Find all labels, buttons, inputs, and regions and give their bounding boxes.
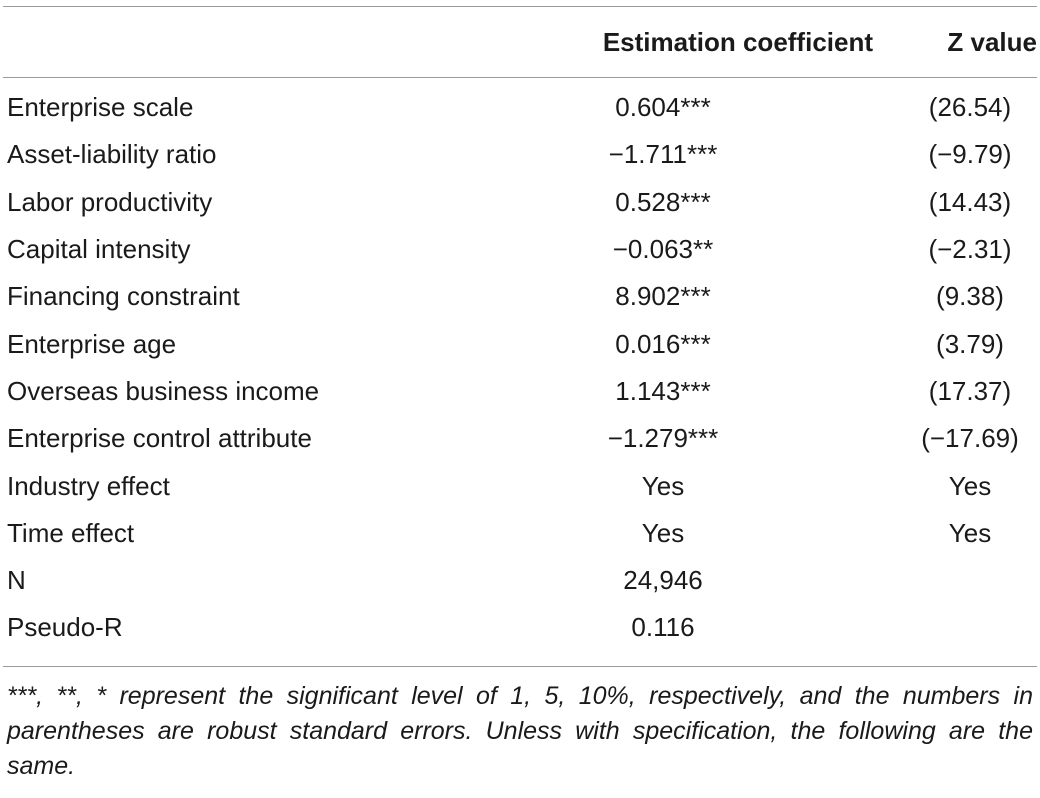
header-variable (3, 7, 483, 77)
z-value-cell: (3.79) (936, 328, 1004, 359)
regression-table: Estimation coefficient Z value (3, 7, 1037, 77)
coefficient-cell: −1.711*** (483, 131, 903, 178)
coefficient-value: 24,946 (623, 565, 703, 596)
coefficient-cell: −0.063** (483, 226, 903, 273)
table-row: Capital intensity −0.063** (−2.31) (3, 226, 1037, 273)
variable-cell: Financing constraint (7, 281, 240, 312)
coefficient-cell: 0.116 (483, 604, 903, 651)
table-row: Financing constraint 8.902*** (9.38) (3, 273, 1037, 320)
z-value-cell: (26.54) (928, 92, 1012, 123)
z-value-cell: (−2.31) (928, 234, 1012, 265)
coefficient-value: 8.902*** (615, 281, 711, 312)
z-value-cell: (14.43) (928, 186, 1012, 217)
coefficient-cell: Yes (483, 510, 903, 557)
variable-cell: Industry effect (7, 470, 170, 501)
variable-cell: Capital intensity (7, 234, 191, 265)
variable-cell: Labor productivity (7, 186, 213, 217)
table-row: Asset-liability ratio −1.711*** (−9.79) (3, 131, 1037, 178)
coefficient-cell: 1.143*** (483, 368, 903, 415)
variable-cell: Enterprise age (7, 328, 177, 359)
coefficient-cell: Yes (483, 462, 903, 509)
z-value-cell: (9.38) (936, 281, 1004, 312)
z-value-cell: Yes (948, 517, 992, 548)
coefficient-cell: 0.016*** (483, 320, 903, 367)
coefficient-value: Yes (641, 470, 685, 501)
variable-cell: N (7, 565, 26, 596)
table-footnote: ***, **, * represent the significant lev… (7, 681, 1033, 780)
variable-cell: Asset-liability ratio (7, 139, 217, 170)
coefficient-value: −1.279*** (607, 423, 719, 454)
coefficient-value: 1.143*** (615, 375, 711, 406)
coefficient-value: −1.711*** (608, 139, 718, 170)
coefficient-value: 0.528*** (615, 186, 711, 217)
variable-cell: Time effect (7, 517, 135, 548)
variable-cell: Overseas business income (7, 375, 320, 406)
z-value-cell: (−17.69) (921, 423, 1019, 454)
z-value-cell: Yes (948, 470, 992, 501)
coefficient-value: 0.116 (631, 612, 695, 643)
table-row: Time effect Yes Yes (3, 510, 1037, 557)
table-row: N 24,946 (3, 557, 1037, 604)
coefficient-cell: −1.279*** (483, 415, 903, 462)
z-value-cell (903, 557, 1037, 604)
z-value-cell: (17.37) (928, 375, 1012, 406)
regression-table-body: Enterprise scale 0.604*** (26.54) Asset-lia… (3, 78, 1037, 652)
z-value-cell (903, 604, 1037, 651)
coefficient-value: −0.063** (612, 234, 714, 265)
regression-table-container: Estimation coefficient Z value Enterpris… (3, 6, 1037, 784)
table-bottom-rule (3, 665, 1037, 667)
table-row: Labor productivity 0.528*** (14.43) (3, 179, 1037, 226)
coefficient-value: 0.016*** (615, 328, 711, 359)
z-value-cell: (−9.79) (928, 139, 1012, 170)
coefficient-cell: 24,946 (483, 557, 903, 604)
table-top-rule (3, 6, 1037, 7)
table-row: Enterprise control attribute −1.279*** (−1… (3, 415, 1037, 462)
table-row: Pseudo-R 0.116 (3, 604, 1037, 651)
coefficient-cell: 8.902*** (483, 273, 903, 320)
variable-cell: Enterprise scale (7, 92, 194, 123)
table-row: Enterprise age 0.016*** (3.79) (3, 320, 1037, 367)
table-header-row: Estimation coefficient Z value (3, 7, 1037, 77)
table-row: Enterprise scale 0.604*** (26.54) (3, 78, 1037, 131)
coefficient-value: Yes (641, 517, 685, 548)
variable-cell: Enterprise control attribute (7, 423, 312, 454)
variable-cell: Pseudo-R (7, 612, 123, 643)
coefficient-value: 0.604*** (615, 92, 711, 123)
table-header-rule (3, 77, 1037, 78)
table-row: Overseas business income 1.143*** (17.37) (3, 368, 1037, 415)
header-coefficient: Estimation coefficient (602, 26, 873, 57)
table-row: Industry effect Yes Yes (3, 462, 1037, 509)
coefficient-cell: 0.528*** (483, 179, 903, 226)
coefficient-cell: 0.604*** (483, 78, 903, 131)
header-z-value: Z value (947, 26, 1037, 57)
